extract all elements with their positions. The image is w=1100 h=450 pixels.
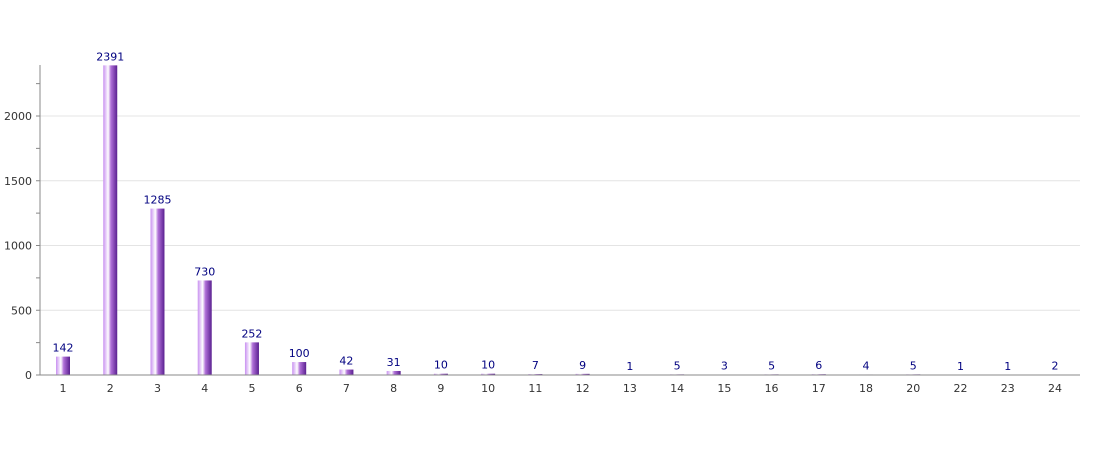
y-tick-label: 2000 <box>4 110 32 123</box>
x-tick-label: 12 <box>576 382 590 395</box>
bar <box>292 362 307 375</box>
data-label: 10 <box>434 359 448 372</box>
bar <box>433 373 448 375</box>
x-tick-label: 20 <box>906 382 920 395</box>
data-label: 5 <box>910 359 917 372</box>
data-label: 2 <box>1052 360 1059 373</box>
bar <box>56 356 70 375</box>
x-tick-label: 9 <box>437 382 444 395</box>
x-tick-label: 15 <box>717 382 731 395</box>
bar <box>386 370 401 375</box>
y-tick-label: 1000 <box>4 240 32 253</box>
bar <box>244 342 259 375</box>
bar <box>481 373 496 375</box>
data-label: 4 <box>863 359 870 372</box>
x-tick-label: 13 <box>623 382 637 395</box>
x-tick-label: 18 <box>859 382 873 395</box>
x-tick-label: 6 <box>296 382 303 395</box>
x-tick-label: 2 <box>107 382 114 395</box>
x-tick-label: 24 <box>1048 382 1062 395</box>
x-tick-label: 11 <box>528 382 542 395</box>
data-label: 252 <box>241 327 262 340</box>
x-tick-label: 16 <box>765 382 779 395</box>
x-tick-label: 3 <box>154 382 161 395</box>
data-label: 10 <box>481 359 495 372</box>
y-tick-label: 500 <box>11 304 32 317</box>
data-label: 1 <box>957 360 964 373</box>
x-tick-label: 4 <box>201 382 208 395</box>
data-label: 9 <box>579 359 586 372</box>
data-label: 3 <box>721 360 728 373</box>
y-tick-label: 0 <box>25 369 32 382</box>
x-tick-label: 8 <box>390 382 397 395</box>
bar <box>575 373 590 375</box>
data-label: 31 <box>387 356 401 369</box>
data-label: 5 <box>768 359 775 372</box>
x-tick-label: 10 <box>481 382 495 395</box>
x-tick-label: 1 <box>60 382 67 395</box>
bar <box>339 369 354 375</box>
x-tick-label: 22 <box>954 382 968 395</box>
data-label: 1285 <box>143 194 171 207</box>
data-label: 142 <box>53 342 74 355</box>
data-label: 2391 <box>96 50 124 63</box>
data-label: 100 <box>289 347 310 360</box>
data-label: 1 <box>1004 360 1011 373</box>
bar <box>197 280 212 375</box>
data-label: 730 <box>194 265 215 278</box>
y-tick-label: 1500 <box>4 175 32 188</box>
data-label: 7 <box>532 359 539 372</box>
data-label: 42 <box>339 355 353 368</box>
x-tick-label: 5 <box>248 382 255 395</box>
x-tick-label: 14 <box>670 382 684 395</box>
data-label: 5 <box>674 359 681 372</box>
x-tick-label: 23 <box>1001 382 1015 395</box>
bar <box>150 208 165 375</box>
data-label: 1 <box>626 360 633 373</box>
x-tick-label: 17 <box>812 382 826 395</box>
x-tick-label: 7 <box>343 382 350 395</box>
data-label: 6 <box>815 359 822 372</box>
bar <box>103 65 118 375</box>
